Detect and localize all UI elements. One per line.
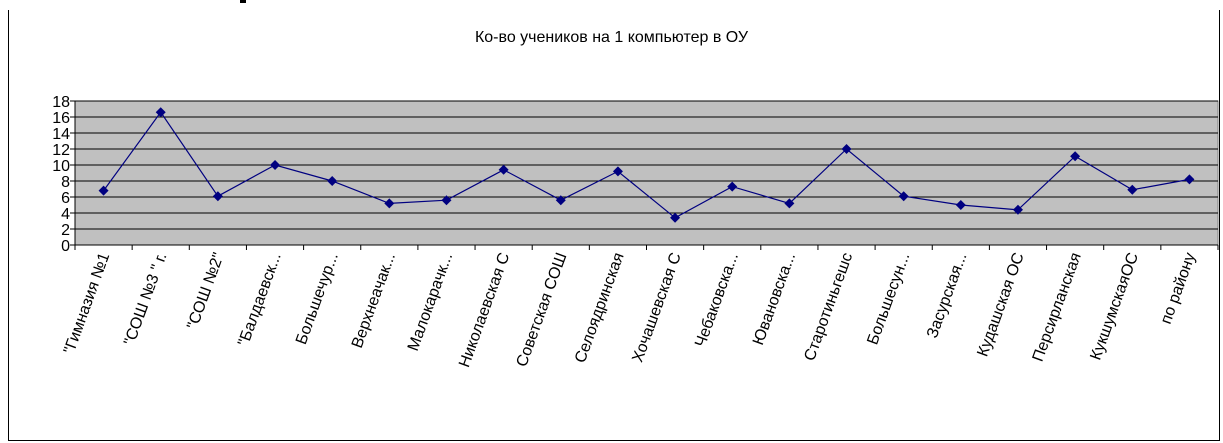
y-tick-label: 14 [52,126,70,143]
x-tick-label: Персирланская [1030,251,1085,364]
x-tick-label: "СОШ №3 " г. [121,251,170,348]
y-tick-label: 4 [61,206,70,223]
x-tick-label: Большесун... [864,251,913,348]
data-point [327,176,338,186]
y-tick-label: 0 [61,238,70,255]
x-tick-label: Чебаковска... [692,251,742,350]
x-tick-label: Верхнеачак... [349,251,399,351]
x-tick-label: "Балдаевск... [235,251,285,349]
x-tick-label: КукшумскаяОС [1087,251,1142,363]
data-point [1070,151,1081,162]
data-point [441,195,452,206]
data-point [155,107,166,118]
x-tick-label: Засурская... [924,251,971,341]
data-point [612,166,623,177]
x-tick-label: Хочашевская С [629,251,684,365]
data-point [1184,174,1195,185]
data-point [555,195,566,206]
series-line [103,111,1190,219]
data-point [212,191,223,202]
data-point [270,160,281,170]
y-tick-label: 6 [61,190,70,207]
x-tick-label: по району [1158,251,1199,327]
y-tick-label: 2 [61,222,70,239]
data-point [1012,204,1023,215]
x-tick-label: Малокарачк... [405,251,456,354]
data-point [98,185,109,196]
x-tick-label: Большечур... [293,251,342,347]
document-text-fragment [240,0,246,3]
data-point [955,200,966,210]
x-tick-label: Ювановска... [750,251,799,348]
x-tick-label: "Гимназия №1 [61,250,113,356]
data-point [841,144,852,154]
data-point [784,198,795,209]
data-point [498,164,509,175]
data-point [670,212,681,223]
data-point [898,191,909,202]
data-point [727,181,738,192]
x-tick-label: Николаевская С [456,251,513,370]
data-point [1127,184,1138,195]
x-tick-label: Кудашская ОС [974,251,1027,359]
x-tick-label: Советская СОШ [514,251,571,370]
chart-title: Ко-во учеников на 1 компьютер в ОУ [474,29,749,46]
x-tick-label: "СОШ №2" [184,251,227,332]
data-point [384,198,395,209]
x-tick-label: Старотиньгешс [801,251,856,364]
y-tick-label: 10 [52,158,70,175]
y-tick-label: 16 [52,110,70,127]
x-tick-label: Селоядринская [572,251,628,366]
y-tick-label: 18 [52,94,70,111]
plot-area [74,100,1219,246]
y-tick-label: 8 [61,174,70,191]
y-tick-label: 12 [52,142,70,159]
